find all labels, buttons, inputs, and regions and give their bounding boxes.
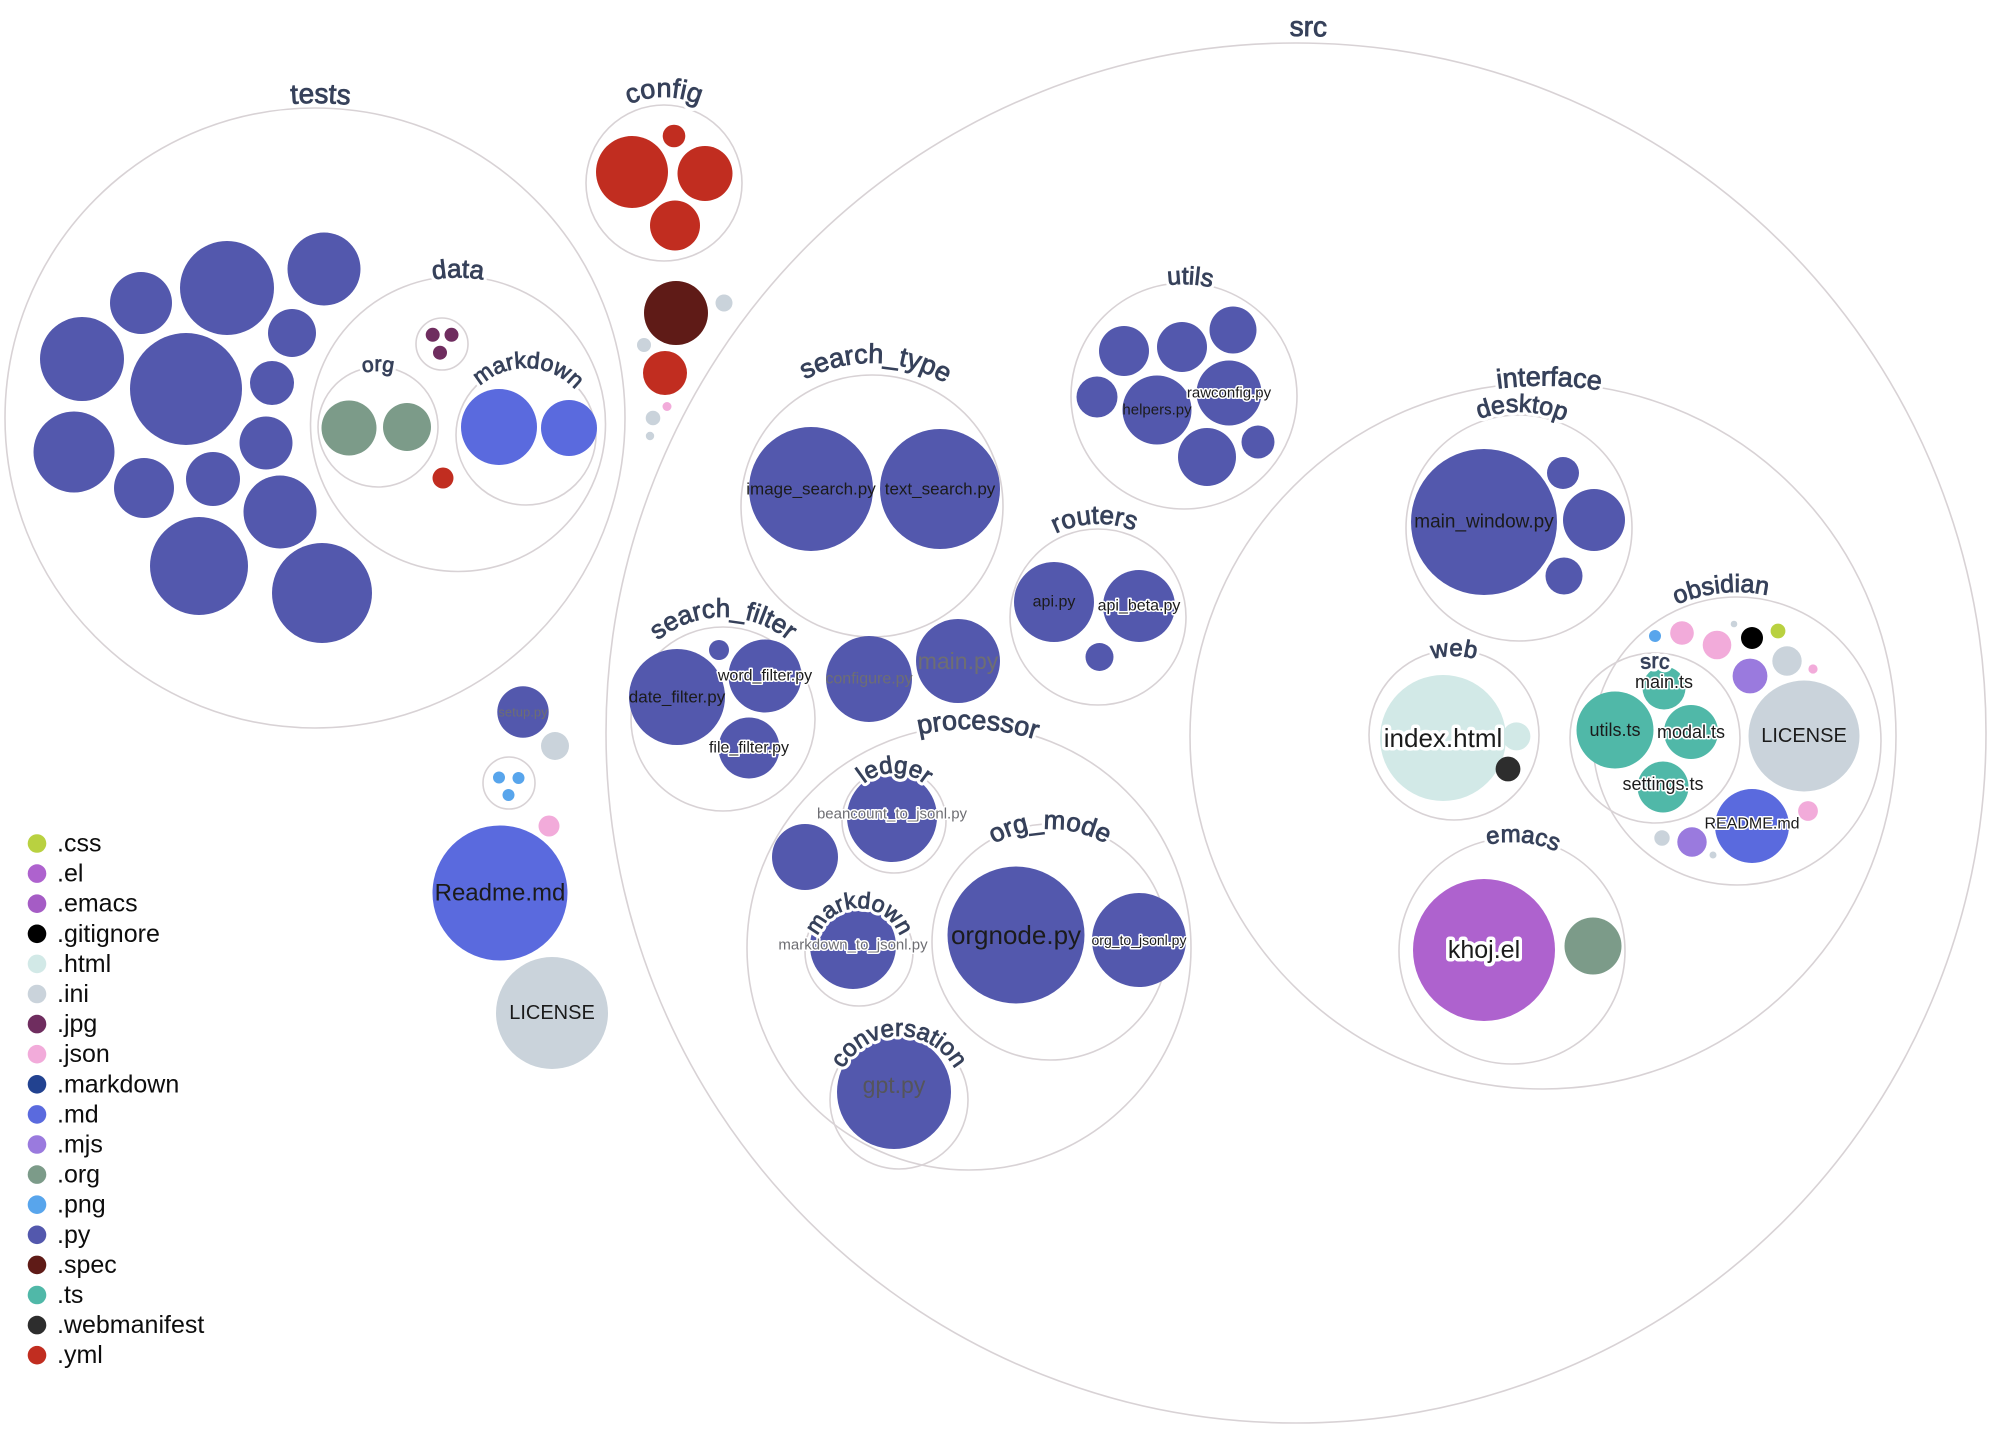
svg-text:tests: tests (289, 78, 352, 111)
svg-text:.json: .json (57, 1040, 110, 1068)
svg-text:src: src (1290, 11, 1328, 43)
svg-text:interface: interface (1495, 362, 1604, 397)
svg-text:web: web (1428, 635, 1480, 665)
svg-text:settings.ts: settings.ts (1622, 774, 1703, 794)
svg-text:khoj.el: khoj.el (1448, 936, 1520, 964)
svg-text:.markdown: .markdown (57, 1070, 179, 1098)
svg-text:gpt.py: gpt.py (863, 1072, 926, 1098)
svg-text:utils.ts: utils.ts (1589, 720, 1640, 740)
svg-text:text_search.py: text_search.py (885, 480, 996, 499)
svg-text:main.ts: main.ts (1635, 672, 1693, 692)
svg-text:data: data (430, 253, 487, 285)
svg-text:LICENSE: LICENSE (509, 1002, 595, 1024)
svg-text:.spec: .spec (57, 1251, 117, 1279)
svg-text:index.html: index.html (1384, 723, 1503, 753)
svg-text:orgnode.py: orgnode.py (951, 920, 1081, 950)
svg-text:src: src (1639, 650, 1671, 674)
svg-text:main.py: main.py (918, 648, 999, 674)
svg-text:.jpg: .jpg (57, 1010, 97, 1038)
svg-text:beancount_to_jsonl.py: beancount_to_jsonl.py (817, 806, 968, 823)
svg-text:Readme.md: Readme.md (435, 880, 566, 907)
svg-text:src: src (1639, 650, 1671, 674)
svg-text:.md: .md (57, 1100, 99, 1128)
svg-text:.py: .py (57, 1221, 91, 1249)
svg-text:src: src (1290, 11, 1328, 43)
svg-text:README.md: README.md (1704, 816, 1799, 833)
svg-text:.css: .css (57, 830, 101, 858)
svg-text:image_search.py: image_search.py (746, 480, 876, 499)
svg-text:.emacs: .emacs (57, 890, 138, 918)
svg-text:org_to_jsonl.py: org_to_jsonl.py (1092, 932, 1187, 948)
svg-text:api.py: api.py (1033, 594, 1076, 611)
svg-text:.mjs: .mjs (57, 1131, 103, 1159)
svg-text:LICENSE: LICENSE (1761, 725, 1847, 747)
svg-text:api_beta.py: api_beta.py (1098, 598, 1181, 615)
svg-text:.ini: .ini (57, 980, 89, 1008)
svg-text:setup.py: setup.py (498, 705, 548, 720)
svg-text:word_filter.py: word_filter.py (717, 668, 812, 685)
svg-text:.html: .html (57, 950, 111, 978)
svg-text:routers: routers (1046, 500, 1142, 539)
svg-text:date_filter.py: date_filter.py (629, 688, 726, 707)
svg-text:.webmanifest: .webmanifest (57, 1311, 204, 1339)
svg-text:utils: utils (1166, 262, 1216, 293)
svg-text:configure.py: configure.py (825, 671, 912, 688)
svg-text:file_filter.py: file_filter.py (709, 740, 789, 757)
svg-text:.ts: .ts (57, 1281, 83, 1309)
svg-text:main_window.py: main_window.py (1414, 512, 1554, 533)
svg-text:rawconfig.py: rawconfig.py (1187, 385, 1272, 402)
svg-text:.org: .org (57, 1161, 100, 1189)
svg-text:.gitignore: .gitignore (57, 920, 160, 948)
svg-text:.png: .png (57, 1191, 106, 1219)
svg-text:modal.ts: modal.ts (1657, 722, 1725, 742)
svg-text:org: org (360, 353, 396, 378)
svg-text:helpers.py: helpers.py (1122, 402, 1192, 419)
svg-text:data: data (430, 253, 487, 285)
svg-text:.yml: .yml (57, 1341, 103, 1369)
svg-text:org: org (360, 353, 396, 378)
svg-text:markdown_to_jsonl.py: markdown_to_jsonl.py (778, 937, 928, 954)
svg-text:.el: .el (57, 860, 83, 888)
